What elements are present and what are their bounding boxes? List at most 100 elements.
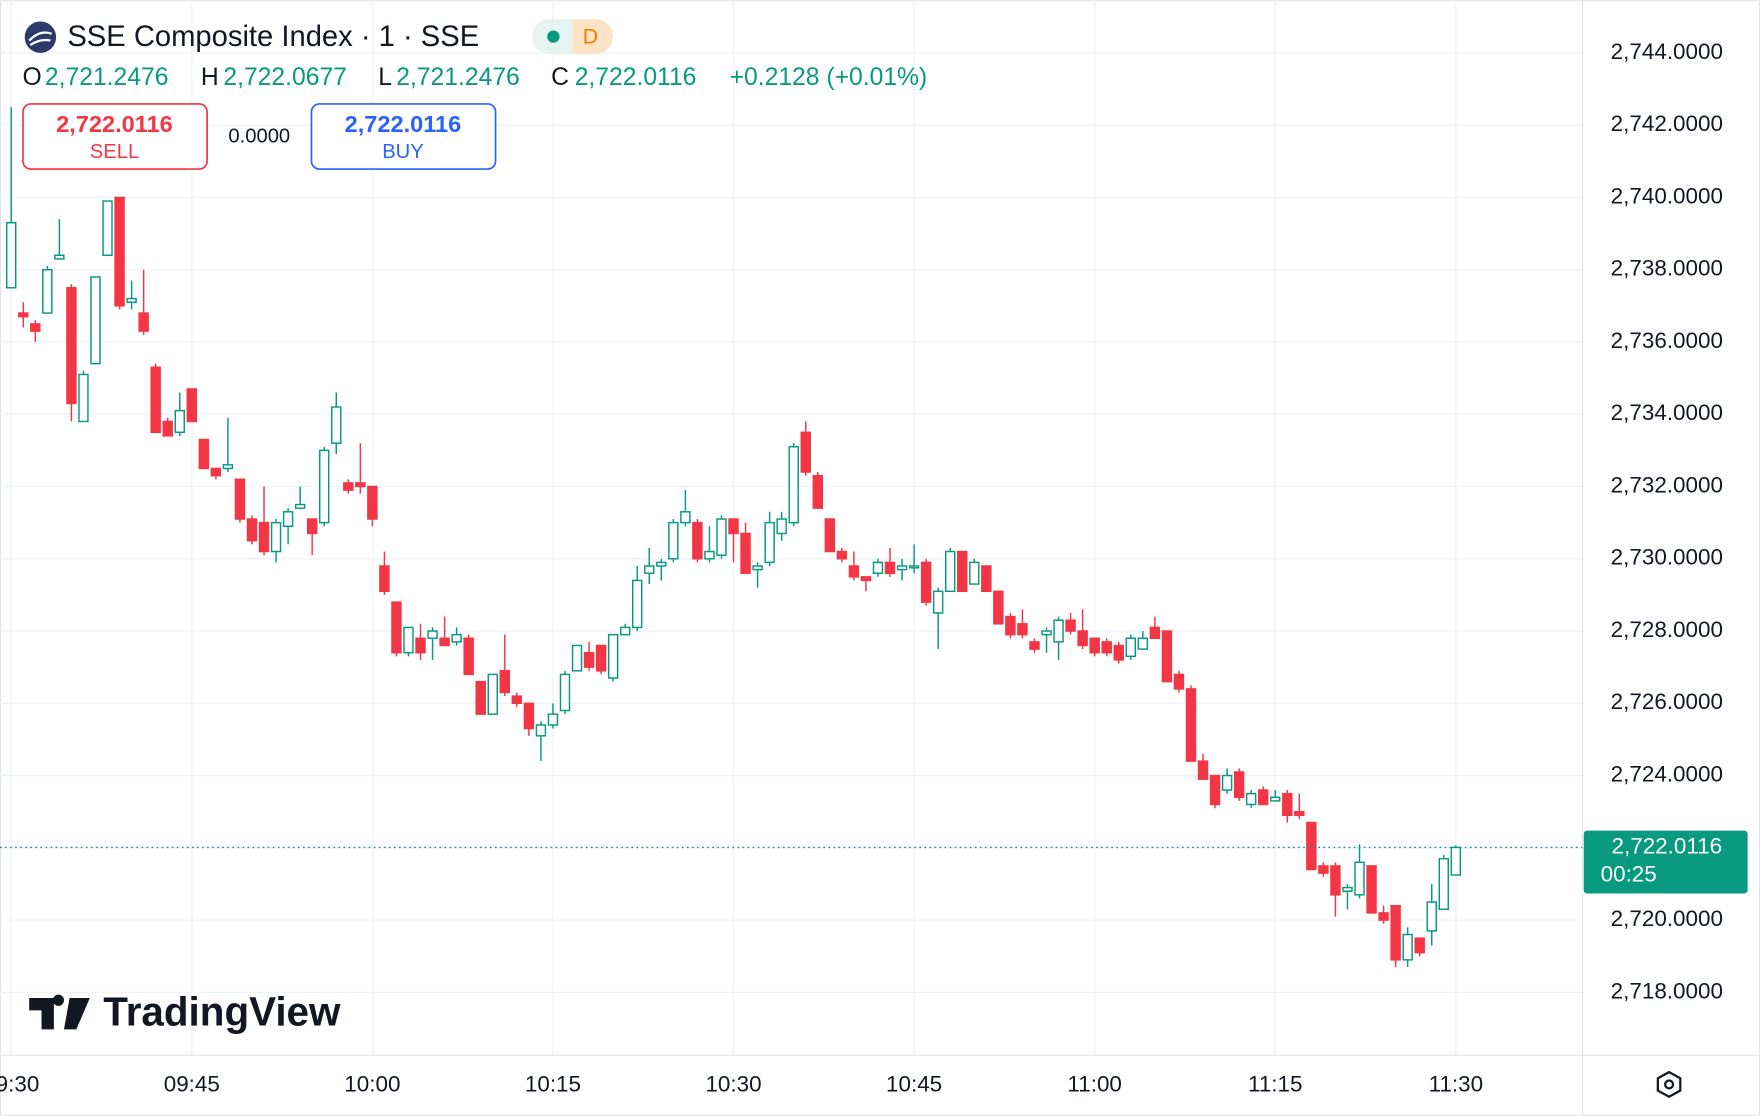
candle-body [595, 644, 607, 672]
x-tick-label: 10:45 [886, 1071, 942, 1096]
y-tick-label: 2,728.0000 [1611, 617, 1723, 642]
candle-body [908, 565, 920, 569]
logo-text[interactable]: TradingView [103, 989, 341, 1035]
candle-body [920, 561, 932, 603]
y-tick-label: 2,718.0000 [1611, 978, 1723, 1003]
candle-body [740, 532, 751, 574]
y-tick-label: 2,730.0000 [1611, 545, 1723, 570]
candle-body [126, 297, 137, 303]
candle-body [1149, 626, 1161, 639]
legend-high-value: 2,722.0677 [223, 64, 347, 91]
candle-body [499, 670, 511, 694]
badge-half [572, 19, 613, 55]
y-tick-label: 2,740.0000 [1611, 183, 1723, 208]
candle-body [222, 464, 234, 470]
candle-body [981, 565, 992, 593]
candle-body [1354, 861, 1365, 896]
candle-body [90, 276, 101, 365]
candle-body [258, 521, 270, 553]
sell-label: SELL [90, 141, 139, 163]
candle-body [1318, 865, 1329, 874]
spread: 0.0000 [228, 125, 290, 147]
market-open-dot [547, 30, 560, 43]
candle-body [427, 630, 438, 639]
candle-body [716, 518, 727, 556]
candle-body [535, 724, 547, 737]
candle-body [1378, 912, 1389, 921]
candle-body [1221, 774, 1233, 791]
candle-body [619, 626, 631, 636]
x-tick-label: 11:15 [1248, 1071, 1302, 1096]
legend-change: +0.2128 (+0.01%) [730, 64, 928, 91]
candle-body [1294, 810, 1305, 817]
x-tick-label: 09:45 [164, 1071, 220, 1096]
candle-body [1209, 774, 1221, 806]
candle-body [150, 366, 161, 434]
candle-body [800, 431, 811, 473]
candle-body [1450, 846, 1462, 876]
candle-body [1414, 937, 1425, 954]
candle-body [403, 626, 414, 654]
legend-close-value: 2,722.0116 [575, 64, 697, 91]
candle-body [415, 637, 426, 654]
candle-body [270, 521, 282, 553]
last-price-tag [1583, 830, 1748, 894]
settings-icon[interactable] [1656, 1070, 1682, 1099]
x-tick-label: 09:30 [0, 1071, 39, 1096]
x-tick-label: 10:30 [705, 1071, 761, 1096]
y-tick-label: 2,736.0000 [1611, 328, 1723, 353]
candle-body [18, 312, 29, 318]
symbol-icon-mark [28, 31, 53, 46]
legend-low-value: 2,721.2476 [396, 64, 520, 91]
x-tick-label: 10:00 [344, 1071, 400, 1096]
candle-body [1161, 630, 1173, 683]
candles [0, 107, 1583, 968]
candle-body [668, 521, 679, 560]
candle-body [1270, 796, 1281, 802]
x-tick-label: 10:15 [525, 1071, 581, 1096]
candle-body [282, 511, 294, 527]
badge-label: D [583, 24, 598, 48]
candle-body [631, 579, 643, 629]
candle-body [692, 521, 703, 560]
candle-body [764, 521, 775, 564]
candle-body [607, 633, 619, 679]
candle-body [1077, 630, 1088, 647]
candle-body [1089, 637, 1100, 654]
logo-icon [29, 994, 90, 1030]
candle-body [294, 503, 306, 509]
candle-body [583, 651, 595, 668]
candle-body [704, 550, 715, 560]
candle-body [30, 323, 41, 332]
candle-body [523, 702, 535, 730]
candle-body [198, 438, 210, 470]
candle-body [186, 388, 198, 423]
candle-body [1017, 623, 1028, 636]
candle-body [343, 482, 354, 491]
candle-body [1101, 641, 1112, 654]
sell-button[interactable] [22, 103, 208, 170]
y-tick-label: 2,720.0000 [1611, 906, 1723, 931]
candle-body [1173, 673, 1185, 690]
candle-body [1257, 789, 1269, 806]
candle-body [6, 221, 17, 289]
candle-body [957, 550, 968, 593]
candle-body [451, 633, 462, 643]
buy-button[interactable] [310, 103, 497, 170]
candle-body [511, 695, 523, 705]
candle-body [1306, 821, 1317, 871]
candle-body [246, 518, 258, 542]
candle-body [656, 561, 667, 567]
candle-body [1282, 792, 1293, 817]
candle-body [439, 637, 450, 647]
chart-title[interactable]: SSE Composite Index · 1 · SSE [67, 21, 479, 53]
candle-body [102, 200, 113, 256]
sell-price: 2,722.0116 [56, 111, 173, 137]
candle-body [463, 637, 474, 676]
candle-body [752, 565, 763, 571]
candle-body [475, 680, 486, 715]
candle-body [1342, 886, 1353, 892]
